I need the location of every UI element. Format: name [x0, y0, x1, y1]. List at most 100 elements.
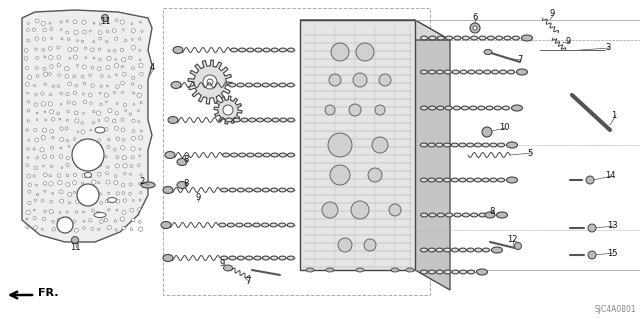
Ellipse shape: [475, 248, 482, 252]
Ellipse shape: [108, 197, 116, 203]
Circle shape: [52, 137, 54, 139]
Circle shape: [59, 190, 63, 194]
Circle shape: [115, 164, 120, 168]
Circle shape: [82, 182, 84, 184]
Text: 8: 8: [183, 179, 189, 188]
Text: 12: 12: [507, 235, 517, 244]
Circle shape: [28, 201, 31, 205]
Circle shape: [122, 211, 126, 214]
Circle shape: [89, 74, 92, 77]
Circle shape: [122, 58, 125, 62]
Circle shape: [140, 148, 141, 150]
Circle shape: [107, 145, 110, 148]
Ellipse shape: [95, 127, 105, 133]
Circle shape: [351, 201, 369, 219]
Text: 7: 7: [517, 56, 523, 64]
Circle shape: [27, 174, 31, 178]
Circle shape: [44, 182, 47, 185]
Ellipse shape: [255, 153, 262, 157]
Circle shape: [61, 167, 63, 168]
Circle shape: [113, 148, 116, 151]
Circle shape: [140, 174, 142, 176]
Circle shape: [36, 156, 38, 159]
Ellipse shape: [436, 70, 444, 74]
Circle shape: [51, 146, 53, 149]
Circle shape: [48, 102, 52, 106]
Ellipse shape: [279, 83, 286, 87]
Circle shape: [68, 82, 72, 86]
Ellipse shape: [428, 248, 435, 252]
Ellipse shape: [474, 178, 481, 182]
Ellipse shape: [482, 143, 489, 147]
Circle shape: [42, 37, 45, 41]
Circle shape: [28, 183, 31, 186]
Circle shape: [67, 38, 70, 41]
Circle shape: [115, 37, 118, 40]
Circle shape: [26, 67, 29, 70]
Text: 15: 15: [607, 249, 617, 257]
Ellipse shape: [451, 143, 458, 147]
Text: 8: 8: [183, 155, 189, 165]
Ellipse shape: [279, 188, 286, 192]
Circle shape: [33, 209, 35, 211]
Circle shape: [51, 155, 54, 158]
Circle shape: [44, 190, 45, 192]
Ellipse shape: [279, 153, 286, 157]
Ellipse shape: [272, 118, 279, 122]
Circle shape: [42, 228, 44, 230]
Circle shape: [106, 172, 109, 175]
Circle shape: [81, 130, 85, 134]
Circle shape: [60, 21, 62, 23]
Circle shape: [99, 145, 102, 148]
Circle shape: [58, 74, 60, 76]
Circle shape: [83, 65, 86, 69]
Circle shape: [115, 220, 116, 222]
Circle shape: [74, 55, 77, 59]
Circle shape: [61, 38, 63, 40]
Ellipse shape: [239, 153, 246, 157]
Circle shape: [122, 226, 125, 230]
Ellipse shape: [177, 159, 187, 166]
Circle shape: [106, 101, 108, 102]
Ellipse shape: [221, 188, 228, 192]
Circle shape: [379, 74, 391, 86]
Ellipse shape: [454, 36, 461, 40]
Ellipse shape: [239, 48, 246, 52]
Ellipse shape: [161, 221, 171, 228]
Ellipse shape: [271, 83, 278, 87]
Circle shape: [90, 30, 92, 32]
Circle shape: [67, 228, 70, 232]
Text: 8: 8: [490, 206, 495, 216]
Circle shape: [83, 211, 84, 213]
Ellipse shape: [94, 212, 106, 218]
Circle shape: [72, 181, 76, 184]
Circle shape: [36, 56, 38, 60]
Ellipse shape: [516, 69, 527, 75]
Circle shape: [28, 75, 32, 79]
Ellipse shape: [513, 36, 519, 40]
Circle shape: [76, 165, 79, 167]
Circle shape: [40, 148, 44, 152]
Circle shape: [108, 76, 110, 78]
Circle shape: [122, 183, 125, 187]
Circle shape: [74, 111, 78, 115]
Ellipse shape: [168, 116, 178, 123]
Ellipse shape: [479, 213, 486, 217]
Circle shape: [68, 48, 72, 52]
Text: 9: 9: [220, 259, 225, 269]
Circle shape: [140, 130, 142, 132]
Circle shape: [116, 209, 118, 211]
Circle shape: [115, 112, 118, 115]
Text: 5: 5: [527, 149, 532, 158]
Circle shape: [93, 157, 94, 159]
Circle shape: [66, 174, 68, 177]
Circle shape: [51, 118, 55, 121]
Ellipse shape: [487, 213, 494, 217]
Text: 1: 1: [611, 110, 616, 120]
Ellipse shape: [444, 248, 451, 252]
Ellipse shape: [223, 265, 232, 271]
Circle shape: [106, 180, 110, 184]
Circle shape: [331, 43, 349, 61]
Ellipse shape: [253, 223, 260, 227]
Polygon shape: [300, 20, 450, 40]
